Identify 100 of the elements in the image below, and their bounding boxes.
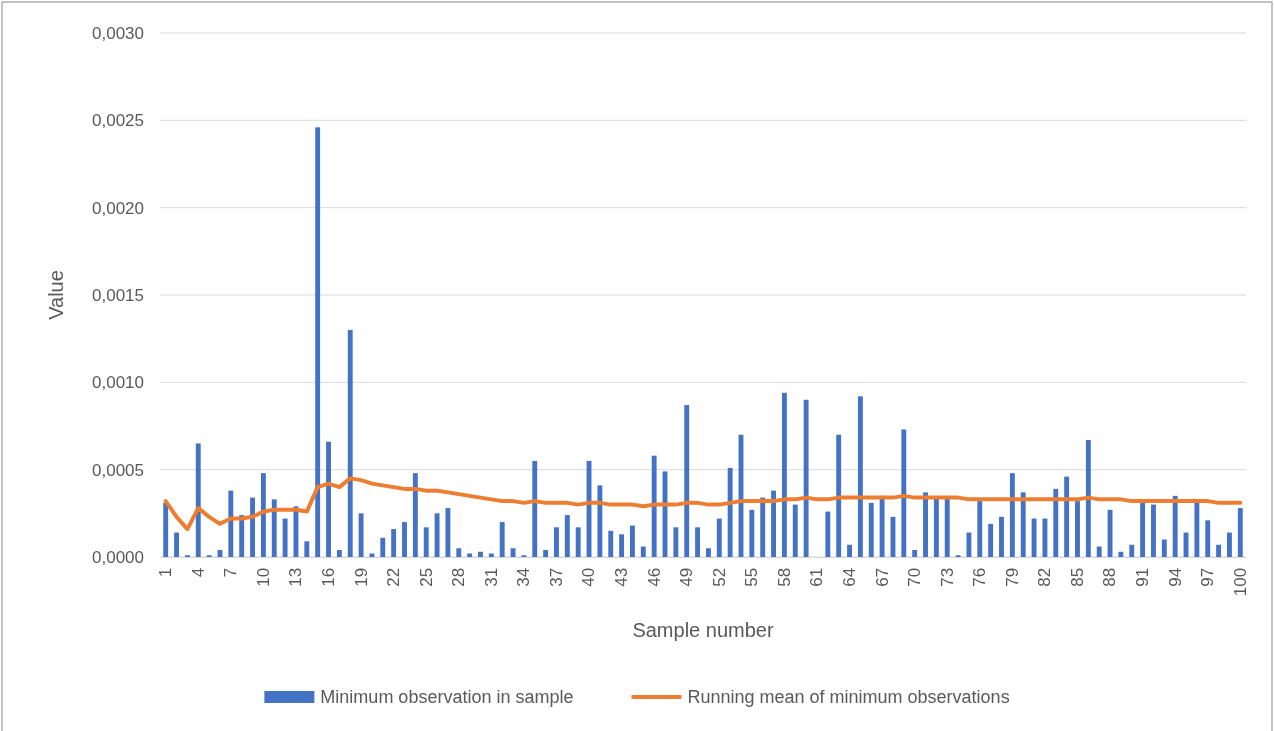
bar — [619, 534, 625, 557]
bar — [727, 467, 733, 557]
bar — [781, 392, 787, 557]
bar — [608, 530, 614, 557]
x-tick-label: 73 — [937, 567, 957, 587]
bar — [1129, 544, 1135, 557]
y-tick-label: 0,0010 — [92, 373, 144, 393]
x-tick-label: 43 — [612, 567, 632, 587]
bar — [988, 523, 994, 557]
bar — [326, 441, 331, 557]
bar — [1085, 439, 1091, 557]
x-tick-label: 82 — [1035, 567, 1055, 587]
x-tick-label: 16 — [318, 567, 338, 587]
bar — [684, 405, 690, 557]
bar — [1009, 473, 1015, 557]
bar — [347, 329, 353, 557]
line-series — [163, 476, 1243, 532]
x-tick-label: 58 — [774, 567, 794, 587]
bar — [1216, 544, 1222, 557]
x-tick-label: 7 — [221, 567, 241, 578]
x-tick-label: 1 — [156, 567, 176, 578]
y-tick-label: 0,0000 — [92, 547, 144, 567]
x-tick-label: 94 — [1165, 567, 1185, 587]
bar — [868, 502, 874, 557]
bar — [336, 550, 342, 557]
bar — [977, 501, 983, 557]
bar — [434, 513, 440, 557]
legend-label: Minimum observation in sample — [320, 687, 574, 707]
bar — [304, 541, 310, 557]
x-tick-label: 100 — [1230, 567, 1250, 597]
bar — [1205, 520, 1211, 557]
bar — [1064, 476, 1070, 557]
y-tick-label: 0,0025 — [92, 111, 144, 131]
bar — [1194, 502, 1200, 557]
x-tick-label: 91 — [1133, 567, 1153, 587]
x-tick-label: 46 — [644, 567, 664, 587]
bar — [456, 548, 462, 557]
bar — [1075, 501, 1080, 557]
bar — [1042, 518, 1048, 557]
bar — [1118, 551, 1124, 557]
x-tick-label: 10 — [253, 567, 273, 587]
bar — [912, 550, 918, 557]
y-tick-label: 0,0030 — [92, 23, 144, 43]
legend-label: Running mean of minimum observations — [687, 687, 1010, 707]
bar — [597, 485, 603, 557]
x-tick-label: 52 — [709, 567, 729, 587]
bar — [1140, 502, 1146, 557]
y-axis-title: Value — [45, 270, 67, 320]
x-tick-label: 76 — [970, 567, 990, 587]
x-tick-label: 64 — [839, 567, 859, 587]
bar — [1020, 492, 1026, 557]
bar — [282, 518, 288, 557]
bar — [836, 434, 842, 557]
bar — [651, 455, 657, 557]
x-tick-label: 49 — [677, 567, 697, 587]
x-tick-label: 70 — [905, 567, 925, 587]
bar — [423, 527, 429, 557]
bar — [391, 529, 397, 557]
y-tick-label: 0,0020 — [92, 198, 144, 218]
bar — [1151, 504, 1156, 557]
bar — [933, 497, 939, 557]
x-tick-label: 13 — [286, 567, 306, 587]
bar — [673, 527, 679, 557]
x-tick-label: 85 — [1067, 567, 1087, 587]
bar — [174, 532, 179, 557]
bar — [749, 509, 755, 557]
bar — [1096, 546, 1102, 557]
bar — [999, 516, 1004, 557]
x-tick-label: 61 — [807, 567, 827, 587]
bar — [760, 497, 766, 557]
x-tick-label: 25 — [416, 567, 436, 587]
bar — [445, 508, 451, 557]
x-tick-label: 67 — [872, 567, 892, 587]
x-tick-label: 31 — [481, 567, 501, 587]
bar — [228, 490, 234, 557]
bar — [554, 527, 559, 557]
bar — [1237, 508, 1243, 557]
x-tick-label: 40 — [579, 567, 599, 587]
bar — [195, 443, 201, 557]
x-tick-label: 37 — [546, 567, 566, 587]
y-tick-label: 0,0015 — [92, 285, 144, 305]
bar — [163, 502, 169, 557]
bar — [771, 490, 776, 557]
bar — [630, 525, 635, 557]
bar — [532, 460, 538, 557]
bar — [239, 515, 245, 557]
bar — [944, 497, 950, 557]
bar — [315, 127, 321, 557]
bar — [1172, 495, 1178, 557]
x-tick-label: 19 — [351, 567, 371, 587]
bar — [271, 499, 277, 557]
bar — [1031, 518, 1037, 557]
bar — [1161, 539, 1167, 557]
bar — [412, 473, 418, 557]
bar — [705, 548, 711, 557]
x-tick-label: 4 — [188, 567, 208, 578]
x-axis-title: Sample number — [632, 619, 774, 641]
bar — [543, 550, 549, 557]
bar — [478, 551, 483, 557]
bar — [857, 396, 863, 557]
